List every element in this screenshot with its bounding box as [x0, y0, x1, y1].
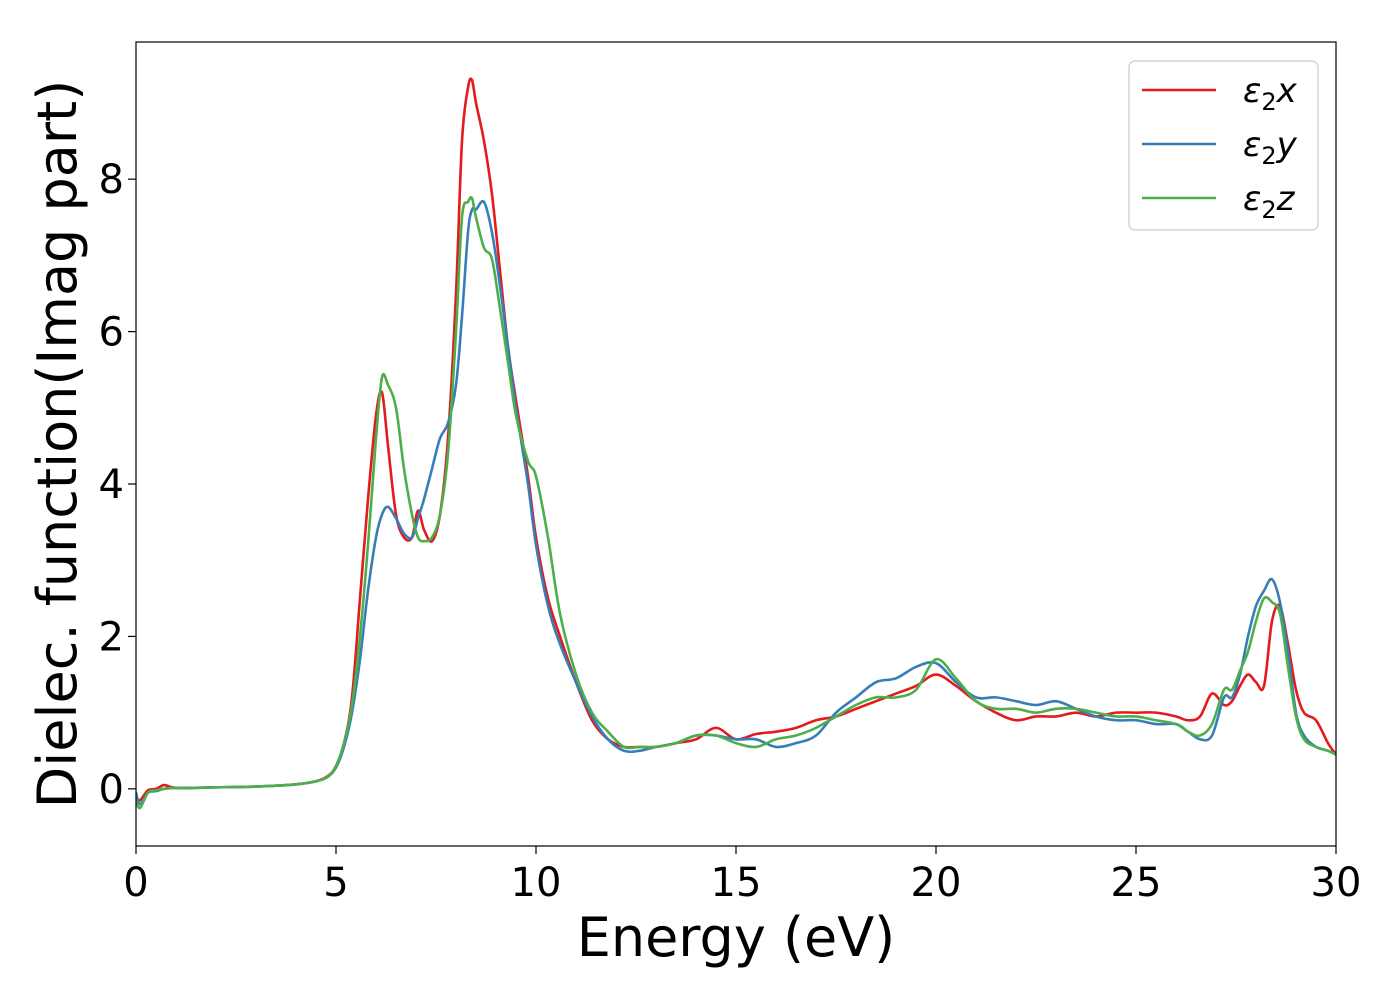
y-tick-label: 4 [99, 462, 124, 508]
legend-box [1128, 60, 1319, 231]
y-tick-label: 6 [99, 310, 124, 356]
y-tick-label: 2 [99, 614, 124, 660]
legend-label-z: ε2z [1243, 179, 1296, 224]
legend-label-x: ε2x [1243, 71, 1298, 116]
y-axis-label: Dielec. function(Imag part) [26, 80, 89, 809]
legend-label-y: ε2y [1243, 125, 1298, 170]
y-tick-label: 8 [99, 157, 124, 203]
x-tick-label: 25 [1111, 860, 1162, 906]
x-tick-label: 20 [911, 860, 962, 906]
x-tick-label: 30 [1311, 860, 1362, 906]
legend: ε2x ε2y ε2z [1128, 60, 1319, 231]
x-axis-label: Energy (eV) [577, 906, 896, 969]
series-line-z [136, 196, 1336, 810]
x-tick-label: 0 [123, 860, 148, 906]
legend-items: ε2x ε2y ε2z [1142, 71, 1298, 224]
series-layer [136, 77, 1336, 810]
y-tick-label: 0 [99, 767, 124, 813]
x-tick-label: 10 [511, 860, 562, 906]
y-axis: 0 2 4 6 8 [99, 157, 136, 813]
x-axis: 0 5 10 15 20 25 30 [123, 846, 1361, 906]
x-tick-label: 5 [323, 860, 348, 906]
x-tick-label: 15 [711, 860, 762, 906]
series-line-y [136, 199, 1336, 806]
